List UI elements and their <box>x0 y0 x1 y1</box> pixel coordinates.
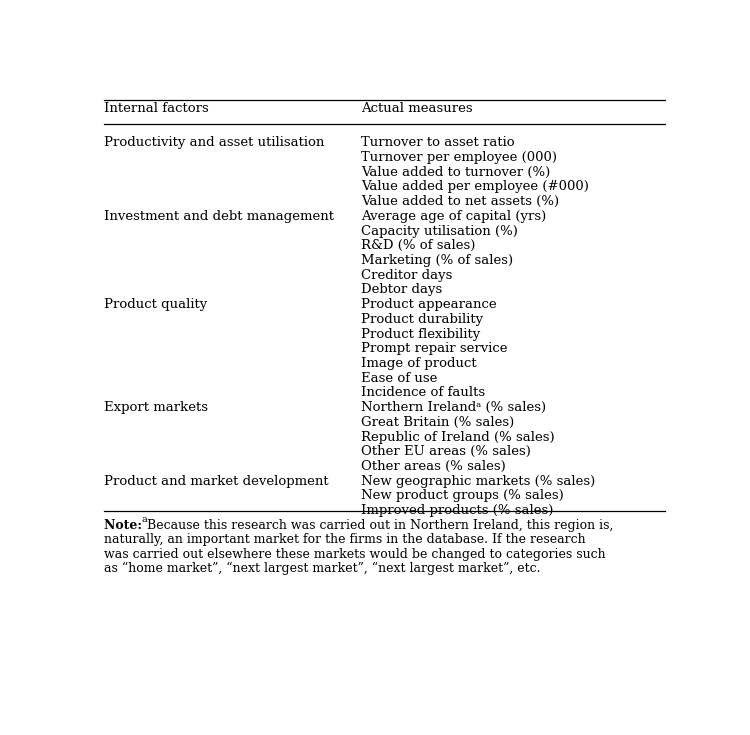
Text: a: a <box>142 515 148 524</box>
Text: Product and market development: Product and market development <box>104 475 328 488</box>
Text: Prompt repair service: Prompt repair service <box>362 343 508 355</box>
Text: Export markets: Export markets <box>104 401 209 414</box>
Text: Image of product: Image of product <box>362 357 477 370</box>
Text: Northern Irelandᵃ (% sales): Northern Irelandᵃ (% sales) <box>362 401 546 414</box>
Text: Capacity utilisation (%): Capacity utilisation (%) <box>362 225 518 237</box>
Text: Turnover per employee (000): Turnover per employee (000) <box>362 151 557 164</box>
Text: Great Britain (% sales): Great Britain (% sales) <box>362 416 514 429</box>
Text: Product durability: Product durability <box>362 313 483 326</box>
Text: Ease of use: Ease of use <box>362 372 437 384</box>
Text: Product appearance: Product appearance <box>362 298 496 311</box>
Text: Because this research was carried out in Northern Ireland, this region is,: Because this research was carried out in… <box>147 520 613 532</box>
Text: Actual measures: Actual measures <box>362 102 472 115</box>
Text: Improved products (% sales): Improved products (% sales) <box>362 504 554 517</box>
Text: Investment and debt management: Investment and debt management <box>104 210 334 223</box>
Text: Value added per employee (#000): Value added per employee (#000) <box>362 181 589 193</box>
Text: Note:: Note: <box>104 520 146 532</box>
Text: as “home market”, “next largest market”, “next largest market”, etc.: as “home market”, “next largest market”,… <box>104 562 541 575</box>
Text: Internal factors: Internal factors <box>104 102 209 115</box>
Text: Value added to turnover (%): Value added to turnover (%) <box>362 165 550 179</box>
Text: naturally, an important market for the firms in the database. If the research: naturally, an important market for the f… <box>104 534 586 546</box>
Text: Value added to net assets (%): Value added to net assets (%) <box>362 196 560 208</box>
Text: R&D (% of sales): R&D (% of sales) <box>362 240 476 252</box>
Text: New geographic markets (% sales): New geographic markets (% sales) <box>362 475 596 488</box>
Text: New product groups (% sales): New product groups (% sales) <box>362 490 564 503</box>
Text: Turnover to asset ratio: Turnover to asset ratio <box>362 136 514 149</box>
Text: Product quality: Product quality <box>104 298 208 311</box>
Text: Product flexibility: Product flexibility <box>362 328 480 340</box>
Text: Creditor days: Creditor days <box>362 269 452 282</box>
Text: was carried out elsewhere these markets would be changed to categories such: was carried out elsewhere these markets … <box>104 548 606 561</box>
Text: Marketing (% of sales): Marketing (% of sales) <box>362 254 513 267</box>
Text: Incidence of faults: Incidence of faults <box>362 387 485 399</box>
Text: Debtor days: Debtor days <box>362 284 442 296</box>
Text: Other EU areas (% sales): Other EU areas (% sales) <box>362 445 531 459</box>
Text: Average age of capital (yrs): Average age of capital (yrs) <box>362 210 546 223</box>
Text: Other areas (% sales): Other areas (% sales) <box>362 460 506 473</box>
Text: Productivity and asset utilisation: Productivity and asset utilisation <box>104 136 325 149</box>
Text: Republic of Ireland (% sales): Republic of Ireland (% sales) <box>362 431 555 444</box>
